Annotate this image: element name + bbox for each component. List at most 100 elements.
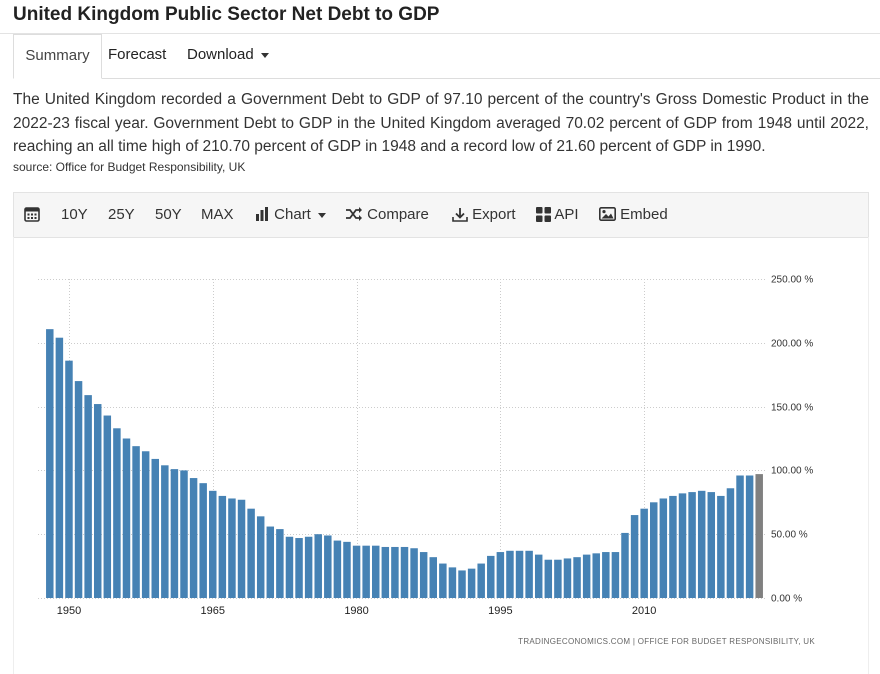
tab-download[interactable]: Download [187, 34, 269, 77]
bar-2001 [554, 559, 562, 598]
y-tick-label: 250.00 % [771, 275, 813, 286]
debt-to-gdp-chart: 0.00 % 50.00 % 100.00 % 150.00 % 200.00 % 250… [38, 275, 815, 646]
bar-2013 [669, 495, 677, 598]
bar-1995 [496, 552, 505, 598]
bar-1958 [141, 451, 150, 598]
embed-label: Embed [620, 206, 668, 223]
bar-2011 [650, 502, 658, 598]
bar-2012 [659, 498, 668, 598]
bar-1953 [93, 404, 102, 598]
source-text: source: Office for Budget Responsibility… [13, 160, 246, 174]
bar-2010 [640, 508, 648, 598]
bar-1975 [304, 536, 313, 598]
bar-1948 [46, 329, 54, 598]
range-25y-button[interactable]: 25Y [108, 206, 135, 223]
bar-2000 [544, 559, 553, 598]
tab-summary[interactable]: Summary [13, 34, 102, 79]
x-tick-label: 1995 [488, 605, 512, 617]
bar-2021 [745, 475, 754, 598]
bar-1977 [324, 535, 332, 598]
grid-icon [536, 206, 551, 222]
bar-1994 [487, 555, 495, 598]
bar-1955 [113, 428, 121, 598]
export-label: Export [472, 206, 516, 223]
summary-text: The United Kingdom recorded a Government… [13, 91, 869, 155]
bar-1965 [209, 490, 217, 598]
bar-1997 [515, 550, 524, 598]
api-button[interactable]: API [536, 193, 579, 237]
bar-1956 [122, 438, 131, 598]
bar-2003 [573, 557, 581, 598]
bar-2004 [582, 554, 591, 598]
range-max-button[interactable]: MAX [201, 206, 234, 223]
bar-2007 [611, 552, 620, 598]
bar-1978 [333, 540, 342, 598]
bar-1999 [534, 554, 543, 598]
bar-1950 [65, 360, 73, 598]
chart-caret-icon [317, 212, 326, 218]
bar-1985 [400, 546, 409, 598]
y-tick-label: 50.00 % [771, 530, 808, 541]
bar-1962 [180, 470, 188, 598]
bar-1963 [189, 478, 198, 598]
bar-1986 [410, 548, 418, 598]
tab-download-label: Download [187, 46, 254, 63]
bar-1980 [352, 545, 361, 598]
bar-1989 [439, 563, 447, 598]
bar-1966 [218, 495, 227, 598]
caret-down-icon [260, 52, 269, 58]
bar-1979 [343, 541, 351, 598]
chart-type-label: Chart [274, 206, 311, 223]
export-button[interactable]: Export [452, 193, 516, 237]
compare-label: Compare [367, 206, 429, 223]
x-tick-label: 1980 [344, 605, 368, 617]
bar-1996 [506, 550, 514, 598]
bar-1961 [170, 469, 179, 598]
x-tick-label: 2010 [632, 605, 656, 617]
embed-button[interactable]: Embed [599, 193, 668, 237]
download-icon [452, 207, 468, 222]
chart-toolbar: 10Y 25Y 50Y MAX Chart Compare Export API [13, 192, 869, 238]
bar-1981 [362, 545, 370, 598]
bar-2009 [630, 515, 639, 598]
x-tick-label: 1950 [57, 605, 81, 617]
range-10y-button[interactable]: 10Y [61, 206, 88, 223]
bar-1959 [151, 458, 159, 598]
bar-2014 [678, 493, 687, 598]
bar-2019 [726, 488, 735, 598]
bar-1970 [256, 516, 265, 598]
y-tick-label: 0.00 % [771, 594, 802, 605]
bar-2002 [563, 558, 572, 598]
x-tick-label: 1965 [201, 605, 225, 617]
bar-2005 [592, 553, 600, 598]
bar-1968 [237, 499, 246, 598]
bar-1983 [381, 546, 390, 598]
bar-1988 [429, 557, 437, 598]
page-title: United Kingdom Public Sector Net Debt to… [13, 4, 440, 25]
calendar-button[interactable] [24, 193, 40, 237]
bar-1982 [372, 545, 380, 598]
bar-2016 [697, 490, 706, 598]
bar-2015 [688, 492, 696, 598]
tab-forecast[interactable]: Forecast [108, 46, 167, 63]
bar-1969 [247, 508, 255, 598]
compare-button[interactable]: Compare [345, 193, 429, 237]
bar-2006 [602, 552, 610, 598]
image-icon [599, 207, 616, 222]
bar-2022 [755, 474, 763, 598]
chart-credit: TRADINGECONOMICS.COM | OFFICE FOR BUDGET… [518, 637, 815, 646]
bar-1971 [266, 526, 275, 598]
bar-2020 [736, 475, 744, 598]
bar-2017 [707, 492, 716, 598]
range-50y-button[interactable]: 50Y [155, 206, 182, 223]
chart-container: 0.00 % 50.00 % 100.00 % 150.00 % 200.00 % 250… [13, 237, 869, 674]
bar-1993 [477, 563, 485, 598]
bar-1952 [84, 395, 92, 598]
chart-type-button[interactable]: Chart [255, 193, 326, 237]
bar-1949 [55, 337, 64, 598]
bar-1974 [295, 538, 303, 598]
bar-chart-icon [256, 207, 268, 222]
bar-1976 [314, 534, 322, 598]
title-divider [0, 33, 880, 34]
y-tick-label: 200.00 % [771, 339, 813, 350]
